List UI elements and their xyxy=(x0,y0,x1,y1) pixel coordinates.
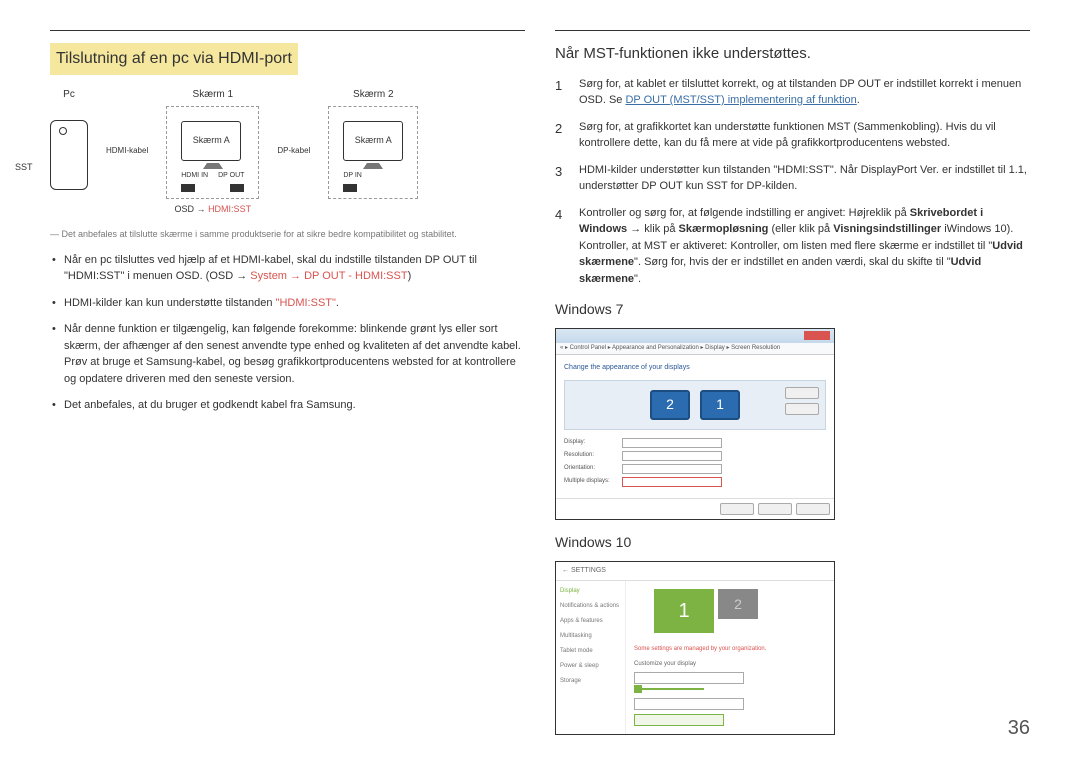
list-item: Sørg for, at grafikkortet kan understøtt… xyxy=(555,119,1030,152)
footnote: Det anbefales at tilslutte skærme i samm… xyxy=(50,228,525,242)
cable-label: DP-kabel xyxy=(277,145,310,157)
subheading: Når MST-funktionen ikke understøttes. xyxy=(555,43,1030,66)
sidebar-item[interactable]: Display xyxy=(560,587,621,596)
pc-icon: SST xyxy=(50,120,88,190)
monitor-group-1: Skærm A HDMI IN DP OUT xyxy=(166,106,259,199)
dropdown[interactable] xyxy=(622,451,722,461)
cable-label: HDMI-kabel xyxy=(106,145,148,157)
osd-label: OSD → HDMI:SST xyxy=(175,203,252,217)
window-header: ← SETTINGS xyxy=(556,562,834,582)
win10-heading: Windows 10 xyxy=(555,532,1030,553)
list-item: Når denne funktion er tilgængelig, kan f… xyxy=(64,321,525,387)
sidebar-item[interactable]: Power & sleep xyxy=(560,662,621,671)
monitor-preview: 1 2 xyxy=(634,589,826,633)
win7-heading: Windows 7 xyxy=(555,299,1030,320)
port-label: HDMI IN xyxy=(181,171,208,182)
screen2-label: Skærm 2 xyxy=(353,87,394,102)
left-column: Tilslutning af en pc via HDMI-port Pc SS… xyxy=(50,30,525,735)
right-column: Når MST-funktionen ikke understøttes. Sø… xyxy=(555,30,1030,735)
monitor-icon: 1 xyxy=(700,390,740,420)
dropdown[interactable] xyxy=(622,438,722,448)
window-titlebar xyxy=(556,329,834,343)
apply-button[interactable] xyxy=(796,503,830,515)
monitor-icon: 2 xyxy=(718,589,758,619)
sidebar-item[interactable]: Multitasking xyxy=(560,632,621,641)
sst-label: SST xyxy=(15,161,33,175)
port-label: DP OUT xyxy=(218,171,244,182)
monitor-icon: 1 xyxy=(654,589,714,633)
detect-button[interactable] xyxy=(785,387,819,399)
form-row: Multiple displays: xyxy=(564,477,826,487)
link[interactable]: DP OUT (MST/SST) implementering af funkt… xyxy=(625,94,856,106)
win10-screenshot: ← SETTINGS Display Notifications & actio… xyxy=(555,561,835,736)
form-row: Display: xyxy=(564,438,826,448)
connector-icon xyxy=(343,184,357,192)
monitor-preview: 2 1 xyxy=(564,380,826,430)
list-item: HDMI-kilder understøtter kun tilstanden … xyxy=(555,162,1030,195)
sidebar-item[interactable]: Tablet mode xyxy=(560,647,621,656)
dropdown[interactable] xyxy=(634,698,744,710)
list-item: Sørg for, at kablet er tilsluttet korrek… xyxy=(555,76,1030,109)
rule xyxy=(555,30,1030,31)
sidebar-item[interactable]: Notifications & actions xyxy=(560,602,621,611)
list-item: HDMI-kilder kan kun understøtte tilstand… xyxy=(64,295,525,312)
monitor-icon: Skærm A xyxy=(343,121,403,161)
connector-icon xyxy=(230,184,244,192)
list-item: Det anbefales, at du bruger et godkendt … xyxy=(64,397,525,414)
pc-label: Pc xyxy=(63,87,75,102)
dropdown[interactable] xyxy=(622,477,722,487)
numbered-list: Sørg for, at kablet er tilsluttet korrek… xyxy=(555,76,1030,288)
list-item: Når en pc tilsluttes ved hjælp af et HDM… xyxy=(64,252,525,285)
slider[interactable] xyxy=(634,688,704,690)
port-label: DP IN xyxy=(343,171,362,182)
dropdown[interactable] xyxy=(634,672,744,684)
identify-button[interactable] xyxy=(785,403,819,415)
dropdown[interactable] xyxy=(622,464,722,474)
caption: Change the appearance of your displays xyxy=(564,363,826,374)
form-row: Orientation: xyxy=(564,464,826,474)
cancel-button[interactable] xyxy=(758,503,792,515)
list-item: Kontroller og sørg for, at følgende inds… xyxy=(555,205,1030,288)
form-row: Resolution: xyxy=(564,451,826,461)
label: Customize your display xyxy=(634,660,826,669)
apply-button[interactable] xyxy=(634,714,724,726)
monitor-group-2: Skærm A DP IN xyxy=(328,106,418,199)
sidebar-item[interactable]: Apps & features xyxy=(560,617,621,626)
sidebar: Display Notifications & actions Apps & f… xyxy=(556,581,626,734)
win7-screenshot: « ▸ Control Panel ▸ Appearance and Perso… xyxy=(555,328,835,520)
sidebar-item[interactable]: Storage xyxy=(560,677,621,686)
connection-diagram: Pc SST HDMI-kabel Skærm 1 Skærm A HDMI I… xyxy=(50,87,525,216)
connector-icon xyxy=(181,184,195,192)
warning-text: Some settings are managed by your organi… xyxy=(634,645,826,654)
bullet-list: Når en pc tilsluttes ved hjælp af et HDM… xyxy=(50,252,525,414)
address-bar: « ▸ Control Panel ▸ Appearance and Perso… xyxy=(556,343,834,355)
screen1-label: Skærm 1 xyxy=(193,87,234,102)
ok-button[interactable] xyxy=(720,503,754,515)
monitor-icon: 2 xyxy=(650,390,690,420)
monitor-icon: Skærm A xyxy=(181,121,241,161)
page-number: 36 xyxy=(1008,713,1030,743)
rule xyxy=(50,30,525,31)
section-title: Tilslutning af en pc via HDMI-port xyxy=(50,43,298,75)
